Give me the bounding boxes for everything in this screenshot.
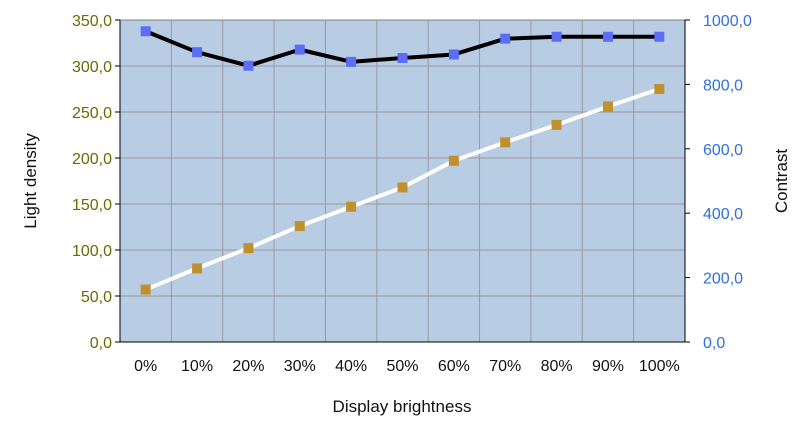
left-tick-label: 100,0 [72,243,112,260]
x-tick-label: 80% [541,358,573,375]
tick-labels: 0,0 50,0 100,0 150,0 200,0 250,0 300,0 350,0 0,0… [72,13,752,375]
series-2-point [397,182,408,193]
series-1-point [602,31,613,42]
series-2-point [654,84,665,94]
series-1-point [192,47,203,58]
series-2-point [551,119,562,130]
left-tick-label: 200,0 [72,151,112,168]
series-2-point [602,101,613,112]
grid-lines [120,20,685,342]
x-tick-label: 30% [284,358,316,375]
right-tick-label: 400,0 [703,206,743,223]
series-2-point [192,263,203,274]
right-axis-title: Contrast [772,149,791,214]
series-1-point [346,56,357,67]
series-2-point [294,221,305,232]
left-tick-label: 300,0 [72,59,112,76]
x-tick-label: 50% [386,358,418,375]
left-tick-label: 50,0 [81,289,112,306]
left-tick-label: 150,0 [72,197,112,214]
x-tick-label: 60% [438,358,470,375]
right-tick-label: 0,0 [703,335,725,352]
x-axis-title: Display brightness [333,397,472,416]
right-tick-label: 800,0 [703,77,743,94]
series-2-point [500,137,511,148]
left-axis-title: Light density [21,133,40,229]
left-tick-label: 0,0 [90,335,112,352]
right-tick-label: 200,0 [703,271,743,288]
x-tick-label: 10% [181,358,213,375]
series-2-point [346,201,357,212]
series-1-point [397,52,408,63]
x-tick-label: 0% [134,358,157,375]
series-1-point [140,26,151,37]
series-2-point [140,284,151,295]
series-1-point [448,49,459,60]
series-1-point [294,44,305,55]
series-1-point [243,60,254,71]
series-1-point [654,31,665,42]
left-tick-label: 250,0 [72,105,112,122]
axes [115,19,690,343]
x-tick-label: 40% [335,358,367,375]
x-tick-label: 20% [232,358,264,375]
x-tick-label: 100% [639,358,680,375]
x-tick-label: 90% [592,358,624,375]
series-layer [140,26,665,295]
right-tick-label: 1000,0 [703,13,752,30]
right-tick-label: 600,0 [703,142,743,159]
series-1-point [551,31,562,42]
plot-area [119,19,686,343]
left-tick-label: 350,0 [72,13,112,30]
series-2-point [448,155,459,166]
series-2-point [243,243,254,254]
series-1-point [500,33,511,44]
x-tick-label: 70% [489,358,521,375]
